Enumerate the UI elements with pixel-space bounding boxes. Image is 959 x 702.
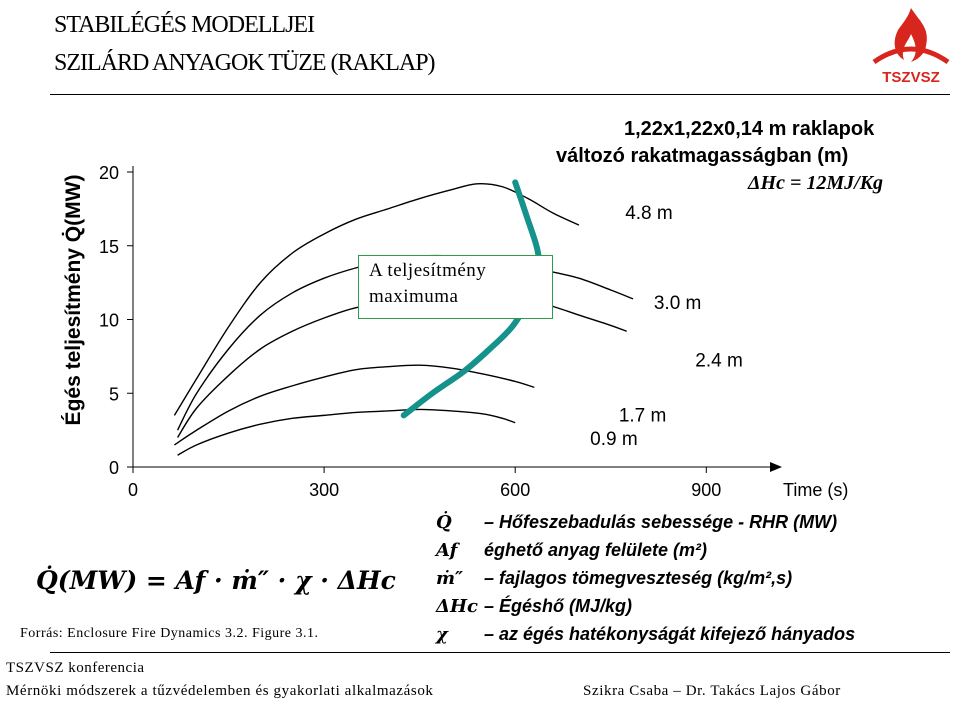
y-tick-label: 10	[99, 311, 119, 331]
legend-symbol: Q̇	[436, 512, 452, 533]
legend-item: ṁ″ – fajlagos tömegveszteség (kg/m²,s)	[436, 568, 792, 589]
series-label: 2.4 m	[695, 351, 743, 372]
legend-symbol: ΔHc	[436, 596, 478, 617]
legend-symbol: Af	[436, 540, 458, 561]
chart-annotation-heat: ΔHc = 12MJ/Kg	[748, 172, 884, 194]
series-label: 4.8 m	[625, 203, 673, 224]
page-subtitle: SZILÁRD ANYAGOK TÜZE (RAKLAP)	[54, 50, 436, 76]
y-tick-label: 0	[109, 458, 119, 478]
series-line	[174, 364, 535, 446]
chart-series-labels: 4.8 m 3.0 m 2.4 m 1.7 m 0.9 m	[590, 203, 743, 450]
max-power-box: A teljesítmény maximuma	[358, 255, 553, 319]
legend-symbol: χ	[436, 624, 448, 645]
series-line	[177, 408, 516, 456]
legend-item: Q̇ – Hőfeszebadulás sebessége - RHR (MW)	[436, 512, 837, 533]
chart-annotation-heights: változó rakatmagasságban (m)	[556, 145, 849, 167]
y-tick-label: 15	[99, 237, 119, 257]
x-tick-label: 900	[691, 480, 721, 500]
footer-subtitle: Mérnöki módszerek a tűzvédelemben és gya…	[6, 683, 434, 699]
x-tick-label: 600	[500, 480, 530, 500]
header-divider	[50, 94, 950, 95]
max-box-line1: A teljesítmény	[369, 260, 487, 281]
legend-text: – Égéshő (MJ/kg)	[484, 596, 633, 616]
legend-item: ΔHc – Égéshő (MJ/kg)	[436, 596, 632, 617]
hrr-formula: Q̇(MW) = Af · ṁ″ · χ · ΔHc	[36, 566, 396, 595]
legend-text: – az égés hatékonyságát kifejező hányado…	[484, 624, 856, 644]
chart-annotation-pallets: 1,22x1,22x0,14 m raklapok	[624, 118, 875, 140]
y-tick-label: 5	[109, 384, 119, 404]
legend-symbol: ṁ″	[436, 568, 464, 589]
footer-conference: TSZVSZ konferencia	[6, 660, 145, 676]
tszvsz-logo-icon: TSZVSZ	[872, 8, 950, 86]
source-citation: Forrás: Enclosure Fire Dynamics 3.2. Fig…	[20, 626, 319, 641]
logo-text: TSZVSZ	[882, 69, 940, 86]
legend-item: χ – az égés hatékonyságát kifejező hányad…	[436, 624, 855, 645]
legend-text: éghető anyag felülete (m²)	[484, 540, 708, 560]
legend-text: – Hőfeszebadulás sebessége - RHR (MW)	[484, 512, 838, 532]
legend-text: – fajlagos tömegveszteség (kg/m²,s)	[484, 568, 793, 588]
footer-authors: Szikra Csaba – Dr. Takács Lajos Gábor	[583, 683, 841, 699]
y-axis-label: Égés teljesítmény Q̇(MW)	[61, 175, 85, 426]
legend-item: Af éghető anyag felülete (m²)	[436, 540, 707, 561]
series-label: 3.0 m	[654, 293, 702, 314]
page-title: STABILÉGÉS MODELLJEI	[54, 12, 315, 38]
x-axis-label: Time (s)	[783, 480, 848, 500]
series-label: 0.9 m	[590, 429, 638, 450]
x-axis-arrow	[770, 462, 782, 472]
x-tick-label: 300	[309, 480, 339, 500]
chart-axes: 0 5 10 15 20 0 300 600 900	[99, 163, 782, 500]
series-label: 1.7 m	[619, 405, 667, 426]
y-tick-label: 20	[99, 163, 119, 183]
footer-divider	[50, 652, 950, 653]
max-box-line2: maximuma	[369, 286, 459, 307]
x-tick-label: 0	[128, 480, 138, 500]
